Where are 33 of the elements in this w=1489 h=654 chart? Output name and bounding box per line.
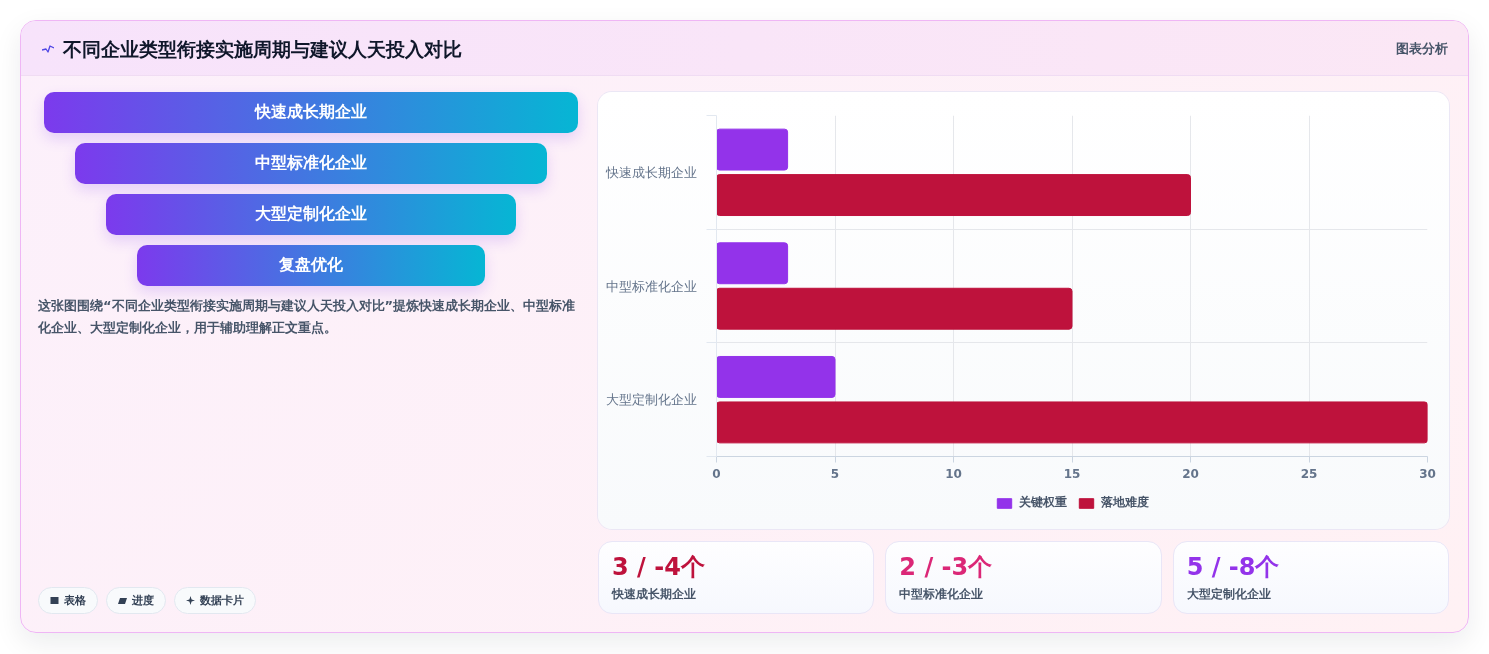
- text: 数据卡片: [174, 587, 256, 614]
- y-tick-label: 大型定制化企业: [605, 392, 697, 408]
- bar: [716, 401, 1428, 444]
- bar: [716, 174, 1191, 217]
- text: 5 / -8个: [1186, 552, 1280, 582]
- y-tick-label: 快速成长期企业: [604, 164, 697, 180]
- x-tick-label: 25: [1300, 466, 1318, 481]
- x-tick-label: 10: [945, 466, 962, 481]
- x-tick-label: 5: [830, 466, 840, 481]
- text: 表格: [38, 587, 98, 614]
- legend-label: 关键权重: [1018, 494, 1067, 511]
- text: 大型定制化企业: [1186, 586, 1271, 602]
- bar: [716, 355, 836, 398]
- text: 这张图围绕“不同企业类型衔接实施周期与建议人天投入对比”提炼快速成长期企业、中型标准化企业、大型定制化企业，用于辅助理解正文重点。: [38, 297, 577, 337]
- x-tick-label: 0: [712, 466, 721, 481]
- x-tick-label: 30: [1419, 466, 1436, 481]
- text: 中型标准化企业: [75, 143, 547, 184]
- bar: [716, 287, 1073, 330]
- text: 复盘优化: [137, 245, 485, 286]
- text: 快速成长期企业: [44, 92, 578, 133]
- text: 3 / -4个: [612, 552, 705, 582]
- x-tick-label: 20: [1182, 466, 1199, 481]
- bar: [716, 242, 789, 285]
- text: 不同企业类型衔接实施周期与建议人天投入对比: [63, 37, 462, 62]
- text: 大型定制化企业: [106, 194, 516, 235]
- bar: [716, 128, 789, 171]
- text: 中型标准化企业: [899, 586, 984, 602]
- x-tick-label: 15: [1063, 466, 1081, 481]
- text: 进度: [106, 587, 166, 614]
- text: 2 / -3个: [899, 552, 993, 582]
- text: 图表分析: [1396, 40, 1448, 58]
- y-tick-label: 中型标准化企业: [605, 278, 697, 294]
- legend-label: 落地难度: [1100, 494, 1149, 511]
